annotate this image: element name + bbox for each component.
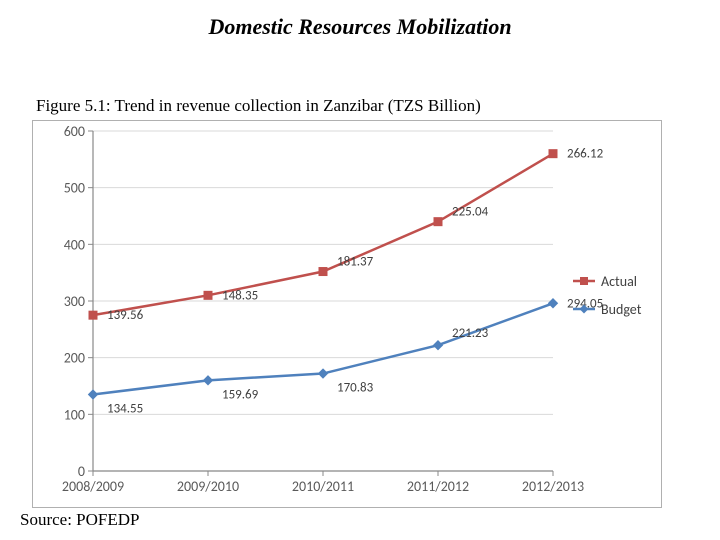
y-tick-label: 600	[64, 123, 85, 140]
marker-budget	[204, 376, 213, 385]
marker-budget	[549, 299, 558, 308]
marker-budget	[319, 369, 328, 378]
series-line-actual	[93, 154, 553, 316]
y-tick-label: 200	[64, 350, 85, 367]
legend-label-budget: Budget	[601, 301, 642, 318]
x-tick-label: 2009/2010	[177, 478, 239, 495]
data-label-budget: 170.83	[337, 381, 374, 396]
data-label-actual: 266.12	[567, 147, 604, 162]
data-label-budget: 134.55	[107, 402, 143, 417]
data-label-actual: 225.04	[452, 205, 489, 220]
marker-actual	[204, 291, 212, 299]
x-tick-label: 2008/2009	[62, 478, 124, 495]
line-chart: 01002003004005006002008/20092009/2010201…	[33, 121, 663, 509]
data-label-actual: 181.37	[337, 255, 374, 270]
marker-actual	[319, 268, 327, 276]
marker-actual	[549, 150, 557, 158]
x-tick-label: 2012/2013	[522, 478, 584, 495]
legend-marker	[580, 277, 588, 285]
marker-actual	[89, 311, 97, 319]
x-tick-label: 2010/2011	[292, 478, 354, 495]
marker-budget	[89, 390, 98, 399]
marker-actual	[434, 218, 442, 226]
series-line-budget	[93, 303, 553, 394]
page-title: Domestic Resources Mobilization	[0, 14, 720, 40]
figure-caption: Figure 5.1: Trend in revenue collection …	[36, 96, 481, 116]
y-tick-label: 400	[64, 236, 85, 253]
y-tick-label: 300	[64, 293, 85, 310]
y-tick-label: 100	[64, 406, 85, 423]
data-label-budget: 159.69	[222, 387, 259, 402]
marker-budget	[434, 341, 443, 350]
legend-label-actual: Actual	[601, 273, 637, 290]
data-label-actual: 148.35	[222, 288, 258, 303]
data-label-actual: 139.56	[107, 308, 144, 323]
source-text: Source: POFEDP	[20, 510, 139, 530]
chart-container: 01002003004005006002008/20092009/2010201…	[32, 120, 662, 508]
y-tick-label: 500	[64, 180, 85, 197]
x-tick-label: 2011/2012	[407, 478, 469, 495]
data-label-budget: 221.23	[452, 326, 489, 341]
